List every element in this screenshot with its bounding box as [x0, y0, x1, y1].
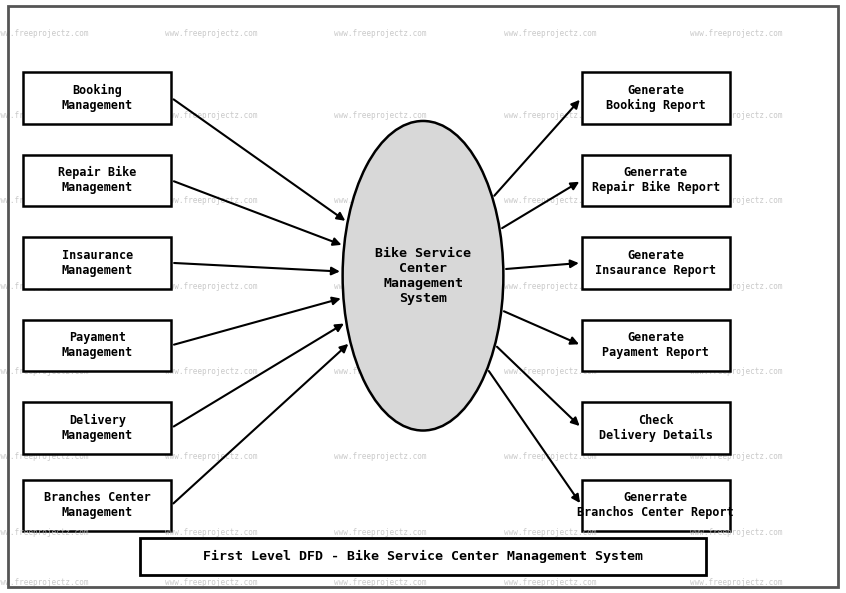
Text: First Level DFD - Bike Service Center Management System: First Level DFD - Bike Service Center Ma… [203, 550, 643, 563]
FancyBboxPatch shape [24, 155, 171, 206]
Text: www.freeprojectz.com: www.freeprojectz.com [0, 528, 89, 537]
Text: www.freeprojectz.com: www.freeprojectz.com [503, 111, 596, 120]
Text: www.freeprojectz.com: www.freeprojectz.com [165, 282, 258, 291]
Text: www.freeprojectz.com: www.freeprojectz.com [0, 282, 89, 291]
Text: www.freeprojectz.com: www.freeprojectz.com [689, 366, 783, 376]
Text: www.freeprojectz.com: www.freeprojectz.com [0, 196, 89, 205]
Text: www.freeprojectz.com: www.freeprojectz.com [689, 578, 783, 587]
Text: www.freeprojectz.com: www.freeprojectz.com [503, 528, 596, 537]
Text: www.freeprojectz.com: www.freeprojectz.com [334, 578, 427, 587]
Text: www.freeprojectz.com: www.freeprojectz.com [165, 528, 258, 537]
Text: www.freeprojectz.com: www.freeprojectz.com [334, 452, 427, 461]
Text: Check
Delivery Details: Check Delivery Details [599, 414, 712, 442]
Text: www.freeprojectz.com: www.freeprojectz.com [503, 29, 596, 38]
Text: Delivery
Management: Delivery Management [62, 414, 133, 442]
Text: www.freeprojectz.com: www.freeprojectz.com [0, 111, 89, 120]
Text: www.freeprojectz.com: www.freeprojectz.com [334, 528, 427, 537]
Text: www.freeprojectz.com: www.freeprojectz.com [689, 452, 783, 461]
Text: Generrate
Repair Bike Report: Generrate Repair Bike Report [591, 166, 720, 195]
Ellipse shape [343, 121, 503, 431]
Text: www.freeprojectz.com: www.freeprojectz.com [334, 366, 427, 376]
Text: www.freeprojectz.com: www.freeprojectz.com [689, 29, 783, 38]
FancyBboxPatch shape [582, 402, 729, 454]
Text: www.freeprojectz.com: www.freeprojectz.com [503, 196, 596, 205]
Text: www.freeprojectz.com: www.freeprojectz.com [0, 578, 89, 587]
Text: www.freeprojectz.com: www.freeprojectz.com [689, 111, 783, 120]
Text: www.freeprojectz.com: www.freeprojectz.com [689, 282, 783, 291]
Text: www.freeprojectz.com: www.freeprojectz.com [165, 29, 258, 38]
FancyBboxPatch shape [582, 155, 729, 206]
Text: www.freeprojectz.com: www.freeprojectz.com [503, 282, 596, 291]
Text: www.freeprojectz.com: www.freeprojectz.com [334, 196, 427, 205]
Text: Generate
Insaurance Report: Generate Insaurance Report [595, 249, 717, 277]
Text: www.freeprojectz.com: www.freeprojectz.com [165, 366, 258, 376]
Text: www.freeprojectz.com: www.freeprojectz.com [165, 578, 258, 587]
Text: Branches Center
Management: Branches Center Management [44, 492, 151, 519]
FancyBboxPatch shape [24, 72, 171, 123]
Text: Generate
Payament Report: Generate Payament Report [602, 331, 709, 359]
Text: Generrate
Branchos Center Report: Generrate Branchos Center Report [577, 492, 734, 519]
Text: Insaurance
Management: Insaurance Management [62, 249, 133, 277]
Text: www.freeprojectz.com: www.freeprojectz.com [0, 29, 89, 38]
FancyBboxPatch shape [24, 402, 171, 454]
FancyBboxPatch shape [582, 72, 729, 123]
Text: www.freeprojectz.com: www.freeprojectz.com [0, 452, 89, 461]
Text: www.freeprojectz.com: www.freeprojectz.com [334, 282, 427, 291]
FancyBboxPatch shape [582, 237, 729, 289]
Text: Bike Service
Center
Management
System: Bike Service Center Management System [375, 247, 471, 305]
FancyBboxPatch shape [24, 320, 171, 371]
Text: www.freeprojectz.com: www.freeprojectz.com [503, 452, 596, 461]
Text: Payament
Management: Payament Management [62, 331, 133, 359]
Text: Booking
Management: Booking Management [62, 84, 133, 112]
Text: www.freeprojectz.com: www.freeprojectz.com [689, 528, 783, 537]
Text: Generate
Booking Report: Generate Booking Report [606, 84, 706, 112]
FancyBboxPatch shape [140, 538, 706, 575]
Text: www.freeprojectz.com: www.freeprojectz.com [334, 111, 427, 120]
FancyBboxPatch shape [24, 237, 171, 289]
FancyBboxPatch shape [24, 480, 171, 531]
FancyBboxPatch shape [582, 320, 729, 371]
Text: www.freeprojectz.com: www.freeprojectz.com [165, 111, 258, 120]
Text: www.freeprojectz.com: www.freeprojectz.com [503, 366, 596, 376]
Text: www.freeprojectz.com: www.freeprojectz.com [503, 578, 596, 587]
FancyBboxPatch shape [582, 480, 729, 531]
Text: www.freeprojectz.com: www.freeprojectz.com [0, 366, 89, 376]
Text: www.freeprojectz.com: www.freeprojectz.com [334, 29, 427, 38]
Text: Repair Bike
Management: Repair Bike Management [58, 166, 136, 195]
Text: www.freeprojectz.com: www.freeprojectz.com [689, 196, 783, 205]
Text: www.freeprojectz.com: www.freeprojectz.com [165, 196, 258, 205]
Text: www.freeprojectz.com: www.freeprojectz.com [165, 452, 258, 461]
